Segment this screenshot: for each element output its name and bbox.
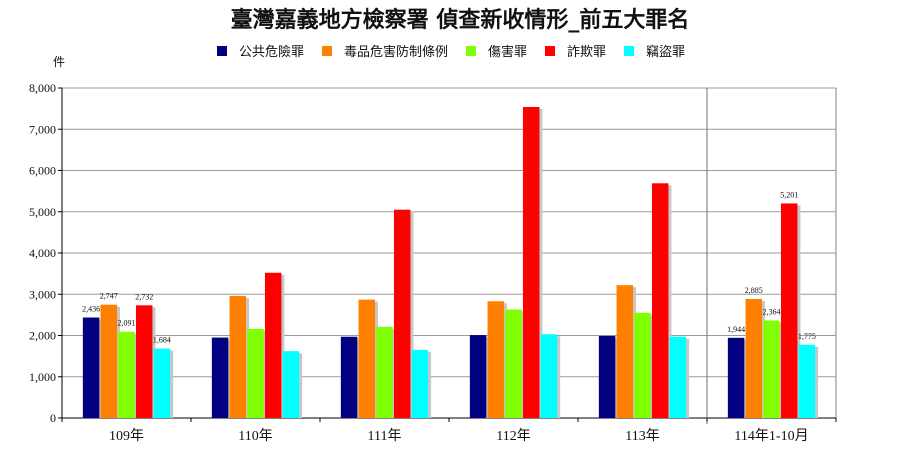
y-tick-label: 2,000 — [29, 329, 56, 343]
chart-title: 臺灣嘉義地方檢察署 偵查新收情形_前五大罪名 — [231, 7, 690, 33]
data-label: 2,885 — [745, 286, 763, 295]
plot-area: 0 1,000 2,000 3,000 4,000 5,000 6,000 7,000 8,00… — [29, 81, 837, 444]
bar — [616, 285, 634, 418]
legend-item: 竊盜罪 — [624, 44, 685, 60]
bar — [780, 203, 798, 418]
bar — [153, 348, 171, 418]
bar — [82, 317, 100, 418]
legend-item: 傷害罪 — [466, 44, 527, 60]
x-tick-label: 109年 — [109, 428, 144, 444]
x-tick-label: 111年 — [368, 428, 402, 444]
legend-item: 毒品危害防制條例 — [322, 44, 448, 60]
y-tick-label: 7,000 — [29, 122, 56, 136]
bar — [522, 106, 540, 418]
legend-label: 詐欺罪 — [567, 44, 606, 60]
data-label: 1,944 — [727, 325, 745, 334]
data-label: 2,091 — [118, 319, 136, 328]
bar — [135, 305, 153, 418]
bar — [411, 349, 429, 418]
legend-swatch — [466, 46, 476, 56]
bar — [282, 351, 300, 418]
y-axis-unit-label: 件 — [53, 55, 65, 69]
y-tick-label: 3,000 — [29, 287, 56, 301]
legend-label: 傷害罪 — [488, 44, 527, 60]
bar — [118, 331, 135, 418]
bar — [634, 312, 651, 418]
bar — [505, 309, 522, 418]
legend: 公共危險罪 毒品危害防制條例 傷害罪 詐欺罪 竊盜罪 — [217, 44, 685, 60]
bar — [763, 320, 780, 418]
y-tick-label: 6,000 — [29, 164, 56, 178]
y-tick-label: 0 — [50, 411, 56, 425]
bar — [469, 335, 487, 418]
bar — [669, 336, 687, 418]
data-label: 2,747 — [100, 292, 118, 301]
bar — [358, 299, 376, 418]
bar — [340, 336, 358, 418]
data-label: 5,201 — [780, 190, 798, 199]
legend-swatch — [545, 46, 555, 56]
bar — [264, 272, 282, 418]
bar — [598, 335, 616, 418]
legend-item: 公共危險罪 — [217, 45, 304, 60]
bar — [247, 328, 264, 418]
bar — [798, 344, 816, 418]
x-tick-label: 110年 — [238, 428, 272, 444]
data-label: 1,775 — [798, 332, 816, 341]
legend-swatch — [322, 46, 332, 56]
bar — [487, 301, 505, 418]
bar — [745, 298, 763, 418]
legend-item: 詐欺罪 — [545, 44, 606, 60]
y-tick-label: 8,000 — [29, 81, 56, 95]
bar — [540, 334, 558, 418]
bar — [376, 326, 393, 418]
legend-label: 竊盜罪 — [646, 44, 685, 60]
data-label: 2,732 — [135, 292, 153, 301]
y-tick-label: 1,000 — [29, 370, 56, 384]
data-label: 2,436 — [82, 305, 100, 314]
bar — [229, 295, 247, 418]
bar — [651, 183, 669, 418]
data-label: 1,684 — [153, 336, 171, 345]
bar — [393, 209, 411, 418]
legend-swatch — [217, 46, 227, 56]
bar — [727, 337, 745, 418]
legend-swatch — [624, 46, 634, 56]
y-tick-label: 5,000 — [29, 205, 56, 219]
data-label: 2,364 — [763, 307, 781, 316]
x-tick-label: 114年1-10月 — [734, 428, 808, 444]
bar — [211, 337, 229, 418]
legend-label: 毒品危害防制條例 — [344, 44, 448, 60]
x-tick-label: 112年 — [496, 428, 530, 444]
x-tick-label: 113年 — [625, 428, 659, 444]
legend-label: 公共危險罪 — [239, 45, 304, 60]
bar — [100, 304, 118, 418]
y-tick-label: 4,000 — [29, 246, 56, 260]
